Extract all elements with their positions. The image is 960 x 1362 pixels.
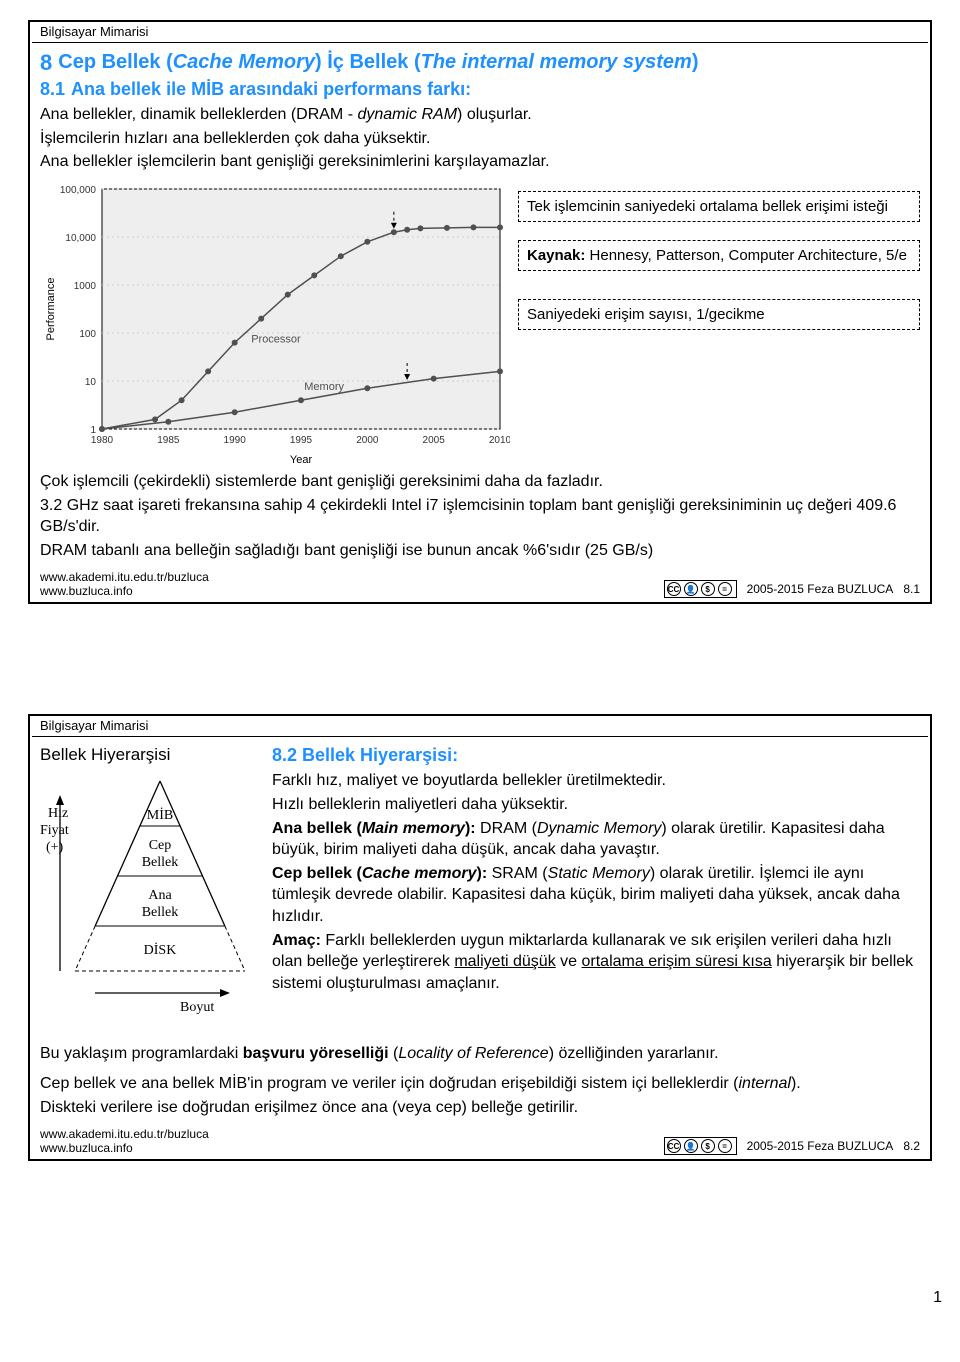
title-text: Cep Bellek (Cache Memory) İç Bellek (The… [58, 51, 698, 74]
title-number: 8 [40, 51, 52, 75]
footer-right-2: CC 👤 $ = 2005-2015 Feza BUZLUCA 8.2 [664, 1137, 920, 1155]
slide2-text-column: 8.2 Bellek Hiyerarşisi: Farklı hız, mali… [272, 745, 920, 996]
slide2-footer: www.akademi.itu.edu.tr/buzluca www.buzlu… [40, 1126, 920, 1155]
page-corner-number: 1 [0, 1281, 960, 1321]
url1: www.akademi.itu.edu.tr/buzluca [40, 570, 209, 584]
cc-license-icon: CC 👤 $ = [664, 580, 737, 598]
svg-text:Ana: Ana [148, 888, 172, 903]
svg-text:10: 10 [85, 377, 97, 388]
callout-3: Saniyedeki erişim sayısı, 1/gecikme [518, 299, 920, 330]
svg-text:Memory: Memory [304, 381, 344, 393]
s2-t6: Bu yaklaşım programlardaki başvuru yöres… [40, 1043, 920, 1065]
slide1-after3: DRAM tabanlı ana belleğin sağladığı bant… [40, 540, 920, 562]
subtitle-text: Ana bellek ile MİB arasındaki performans… [71, 79, 471, 100]
s2-t8: Diskteki verilere ise doğrudan erişilmez… [40, 1097, 920, 1119]
slide-1: Bilgisayar Mimarisi 8 Cep Bellek (Cache … [28, 20, 932, 604]
s2-t5: Amaç: Farklı belleklerden uygun miktarla… [272, 930, 920, 995]
callout-1: Tek işlemcinin saniyedeki ortalama belle… [518, 191, 920, 222]
svg-text:DİSK: DİSK [144, 942, 177, 958]
svg-text:Bellek: Bellek [142, 855, 179, 870]
chart-callouts: Tek işlemcinin saniyedeki ortalama belle… [518, 179, 920, 348]
svg-text:1000: 1000 [74, 281, 97, 292]
nd-icon: = [718, 582, 732, 596]
performance-chart: 100,00010,000100010010119801985199019952… [40, 179, 510, 469]
svg-text:(+): (+) [46, 840, 64, 855]
svg-text:100,000: 100,000 [60, 185, 97, 196]
svg-text:Fiyat: Fiyat [40, 823, 69, 838]
page-num-2: 8.2 [903, 1139, 920, 1153]
footer-urls-2: www.akademi.itu.edu.tr/buzluca www.buzlu… [40, 1127, 209, 1155]
slide-2: Bilgisayar Mimarisi Bellek Hiyerarşisi H… [28, 714, 932, 1161]
url2: www.buzluca.info [40, 584, 209, 598]
s2-t3: Ana bellek (Main memory): DRAM (Dynamic … [272, 818, 920, 861]
callout-2: Kaynak: Hennesy, Patterson, Computer Arc… [518, 240, 920, 271]
url2-2: www.buzluca.info [40, 1141, 209, 1155]
slide2-header: Bilgisayar Mimarisi [32, 718, 928, 737]
slide1-footer: www.akademi.itu.edu.tr/buzluca www.buzlu… [40, 569, 920, 598]
footer-urls: www.akademi.itu.edu.tr/buzluca www.buzlu… [40, 570, 209, 598]
svg-text:1985: 1985 [157, 435, 180, 446]
slide1-title: 8 Cep Bellek (Cache Memory) İç Bellek (T… [40, 51, 920, 75]
memory-pyramid-diagram: Hız Fiyat (+) MİB Cep Bellek Ana Bellek DİSK Boyu… [40, 771, 250, 1031]
pyramid-title: Bellek Hiyerarşisi [40, 745, 260, 765]
subtitle-number: 8.1 [40, 79, 65, 100]
slide2-heading: 8.2 Bellek Hiyerarşisi: [272, 745, 920, 766]
by-icon: 👤 [684, 582, 698, 596]
svg-text:Processor: Processor [251, 334, 301, 346]
slide1-header: Bilgisayar Mimarisi [32, 24, 928, 43]
svg-text:1995: 1995 [290, 435, 313, 446]
cc-license-icon-2: CC 👤 $ = [664, 1137, 737, 1155]
slide1-para1: Ana bellekler, dinamik belleklerden (DRA… [40, 104, 920, 126]
svg-text:Performance: Performance [45, 277, 57, 340]
chart-row: 100,00010,000100010010119801985199019952… [40, 179, 920, 469]
svg-text:Year: Year [290, 454, 313, 466]
page-num: 8.1 [903, 582, 920, 596]
svg-text:100: 100 [79, 329, 96, 340]
url1-2: www.akademi.itu.edu.tr/buzluca [40, 1127, 209, 1141]
s2-t4: Cep bellek (Cache memory): SRAM (Static … [272, 863, 920, 928]
footer-right: CC 👤 $ = 2005-2015 Feza BUZLUCA 8.1 [664, 580, 920, 598]
s2-t1: Farklı hız, maliyet ve boyutlarda bellek… [272, 770, 920, 792]
svg-text:10,000: 10,000 [65, 233, 96, 244]
s2-t7: Cep bellek ve ana bellek MİB'in program … [40, 1073, 920, 1095]
slide1-after2: 3.2 GHz saat işareti frekansına sahip 4 … [40, 495, 920, 538]
slide1-para3: Ana bellekler işlemcilerin bant genişliğ… [40, 151, 920, 173]
slide1-subtitle: 8.1 Ana bellek ile MİB arasındaki perfor… [40, 79, 920, 100]
svg-text:Boyut: Boyut [180, 1000, 214, 1015]
svg-text:MİB: MİB [147, 807, 173, 823]
svg-text:Bellek: Bellek [142, 905, 179, 920]
nc-icon: $ [701, 582, 715, 596]
svg-text:1990: 1990 [224, 435, 247, 446]
slide1-para2: İşlemcilerin hızları ana belleklerden ço… [40, 128, 920, 150]
svg-text:1980: 1980 [91, 435, 114, 446]
svg-text:2005: 2005 [423, 435, 446, 446]
pyramid-column: Bellek Hiyerarşisi Hız Fiyat (+) MİB Cep Bell… [40, 745, 260, 1035]
copyright-2: 2005-2015 Feza BUZLUCA [747, 1139, 894, 1153]
slide1-after1: Çok işlemcili (çekirdekli) sistemlerde b… [40, 471, 920, 493]
svg-text:2010: 2010 [489, 435, 510, 446]
slide2-top-row: Bellek Hiyerarşisi Hız Fiyat (+) MİB Cep Bell… [40, 745, 920, 1035]
svg-text:Cep: Cep [149, 838, 172, 853]
svg-text:2000: 2000 [356, 435, 379, 446]
copyright: 2005-2015 Feza BUZLUCA [747, 582, 894, 596]
svg-text:Hız: Hız [48, 806, 68, 821]
s2-t2: Hızlı belleklerin maliyetleri daha yükse… [272, 794, 920, 816]
